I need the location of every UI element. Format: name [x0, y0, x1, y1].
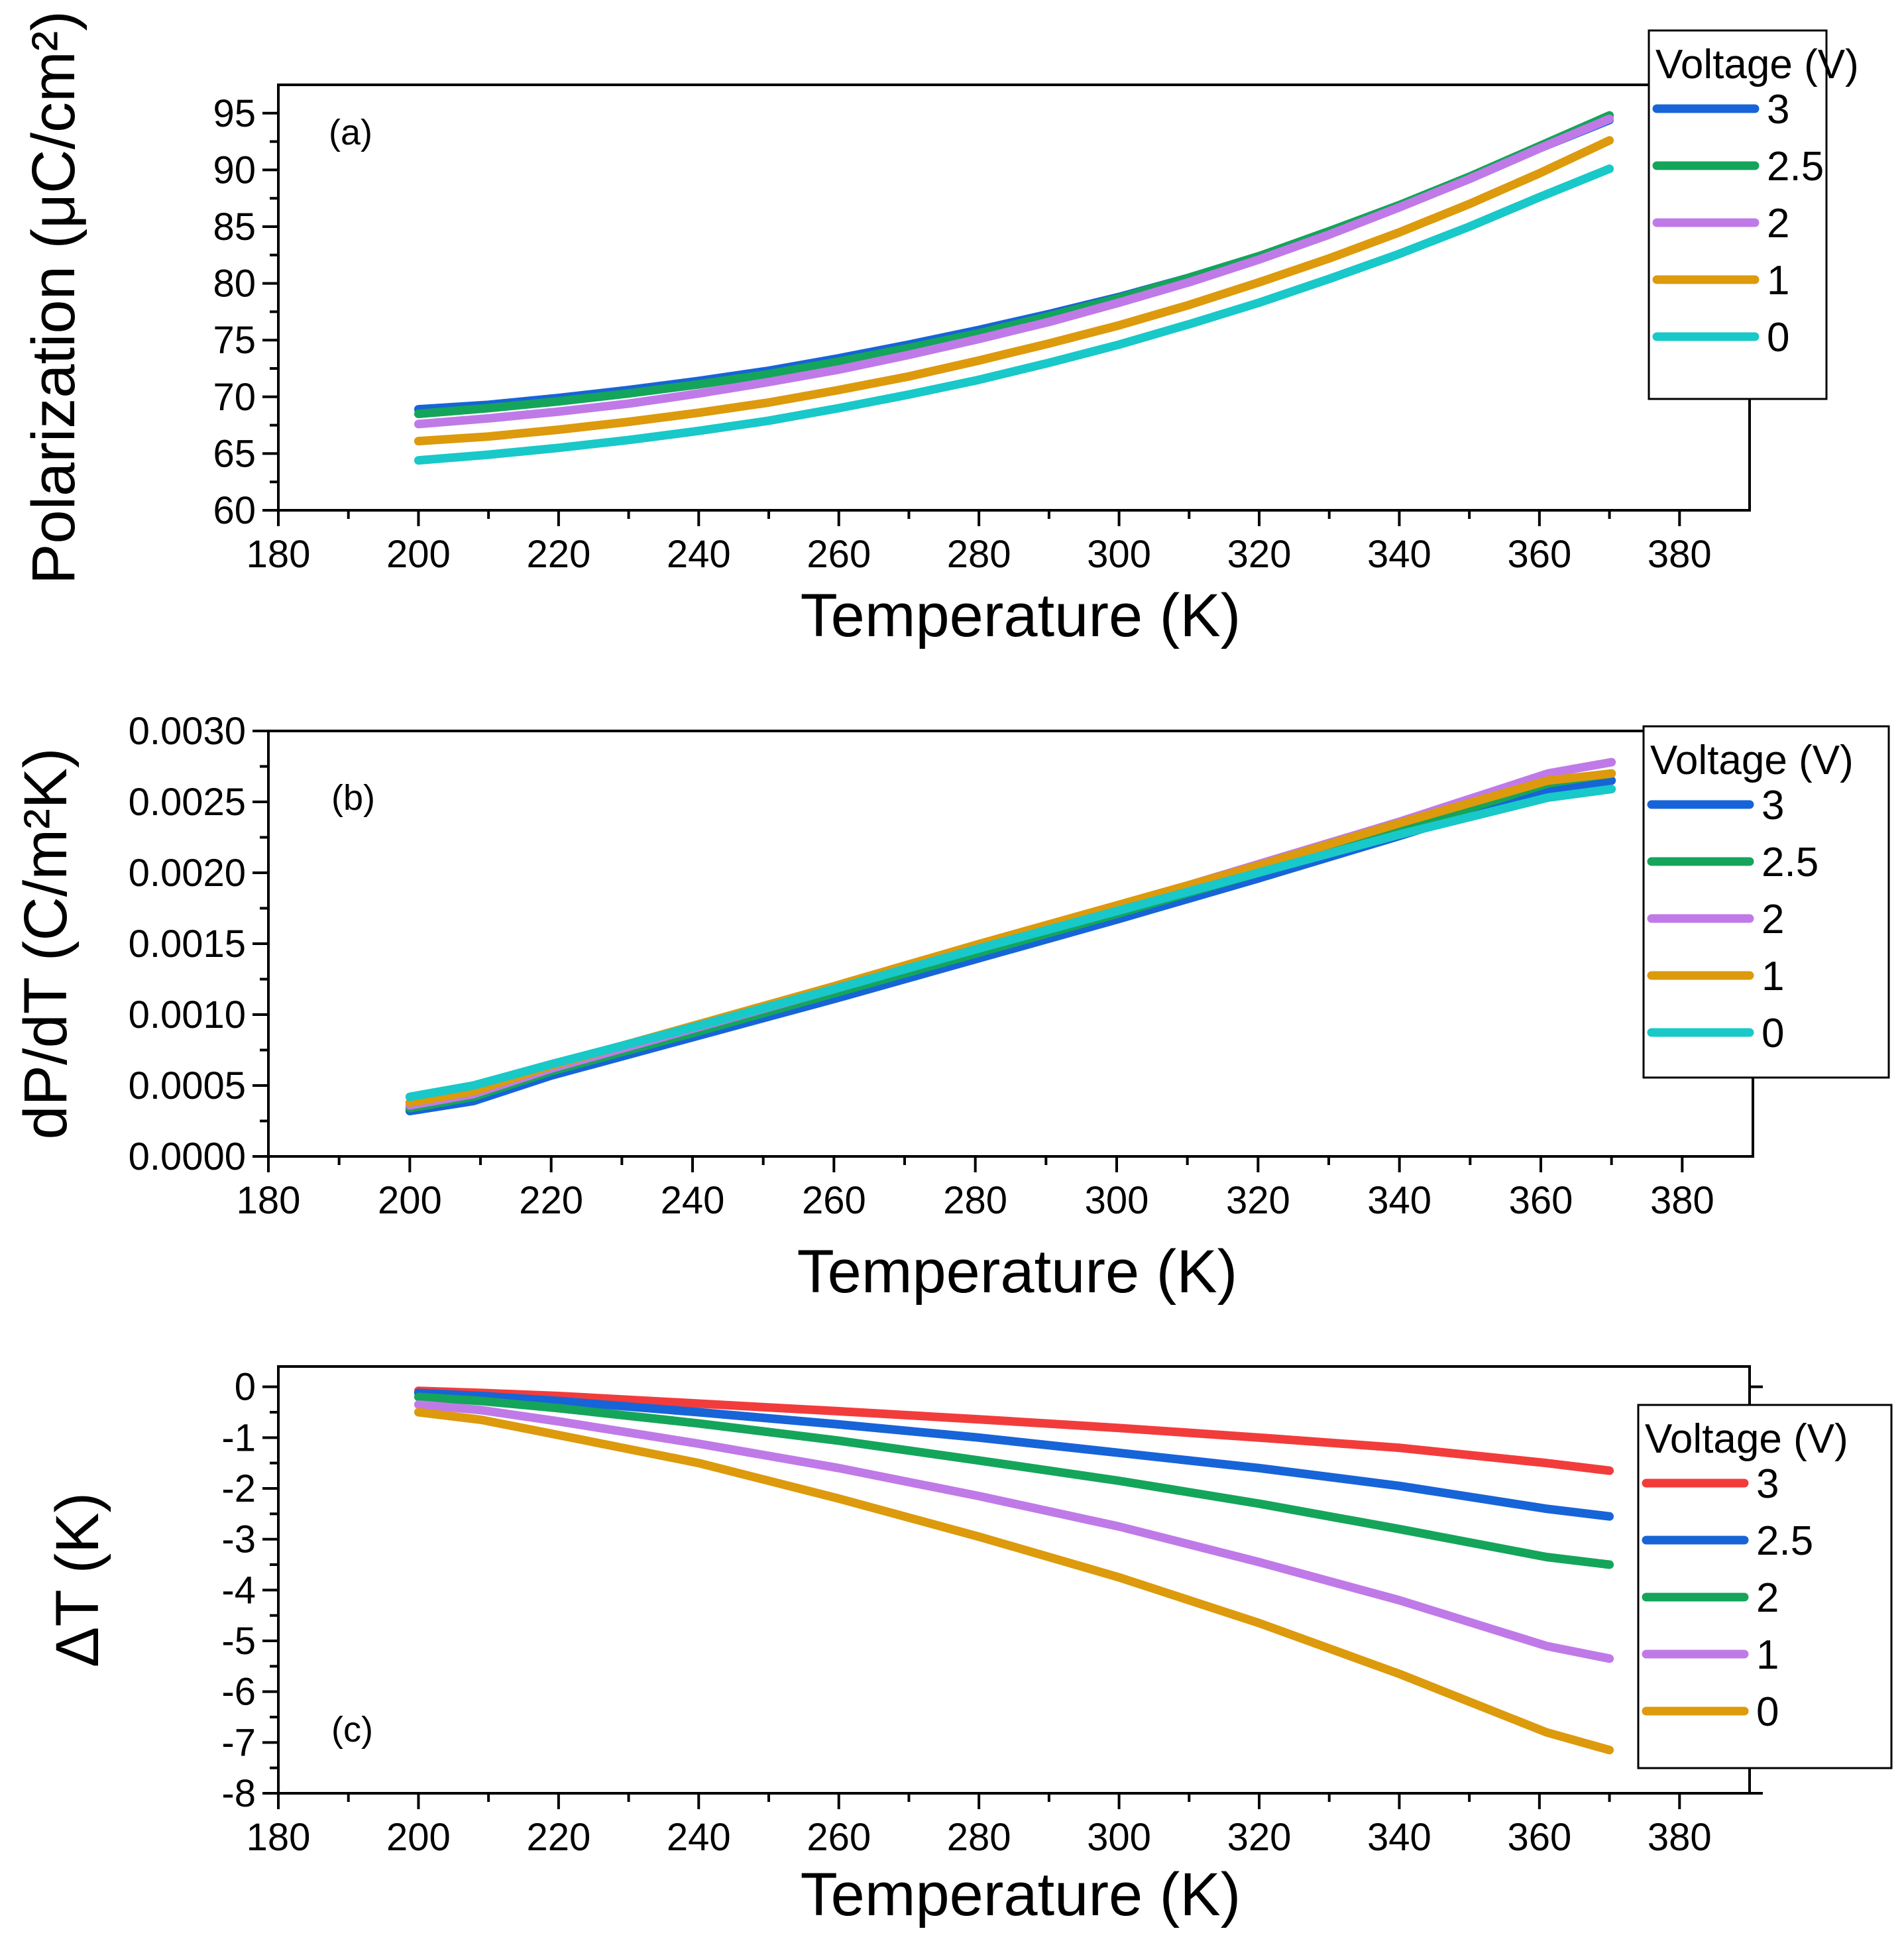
x-tick-label: 380: [1650, 1179, 1714, 1222]
y-tick-label: 0.0015: [129, 922, 246, 966]
x-tick-label: 220: [526, 1816, 590, 1859]
legend-label: 2.5: [1767, 144, 1824, 190]
x-tick-label: 300: [1087, 533, 1151, 576]
legend-box: [1642, 725, 1890, 1079]
legend-title: Voltage (V): [1645, 1416, 1848, 1462]
y-tick-label: -8: [221, 1772, 256, 1815]
y-tick-label: 0.0005: [129, 1064, 246, 1107]
series-line-2-5: [414, 1388, 1614, 1521]
legend-label: 0: [1756, 1689, 1779, 1735]
y-tick-label: 80: [213, 262, 256, 306]
y-tick-label: 85: [213, 205, 256, 249]
x-tick-label: 360: [1509, 1179, 1573, 1222]
series-line-0: [414, 164, 1614, 465]
y-tick-label: 0.0030: [129, 710, 246, 753]
panel-b: 180 200 220 240 260 280 300 320 340 360 3800.00000…: [12, 710, 1890, 1306]
y-tick-label: -1: [221, 1416, 256, 1459]
legend-label: 0: [1767, 315, 1789, 361]
x-tick-label: 340: [1367, 1179, 1431, 1222]
y-tick-label: 75: [213, 319, 256, 362]
y-tick-label: -7: [221, 1721, 256, 1764]
panel-c: 180 200 220 240 260 280 300 320 340 360 380-8-7-6-…: [44, 1365, 1893, 1928]
legend-label: 3: [1756, 1461, 1779, 1507]
series-line-3: [414, 1386, 1614, 1475]
x-tick-label: 200: [386, 533, 451, 576]
legend-label: 2: [1762, 897, 1784, 942]
x-tick-label: 280: [947, 1816, 1011, 1859]
x-tick-label: 320: [1226, 1179, 1290, 1222]
legend-label: 0: [1762, 1011, 1784, 1056]
y-tick-label: 0.0010: [129, 993, 246, 1036]
y-tick-label: -4: [221, 1569, 256, 1612]
y-tick-label: -3: [221, 1518, 256, 1561]
legend-label: 1: [1756, 1632, 1779, 1678]
legend-label: 2: [1756, 1575, 1779, 1621]
x-tick-label: 340: [1367, 1816, 1431, 1859]
legend-title: Voltage (V): [1655, 42, 1859, 87]
x-axis-title: Temperature (K): [801, 582, 1241, 649]
x-tick-label: 360: [1507, 1816, 1571, 1859]
y-axis-title: Polarization (μC/cm²): [20, 11, 87, 585]
y-tick-label: 65: [213, 432, 256, 475]
y-tick-label: -2: [221, 1467, 256, 1510]
x-tick-label: 240: [667, 1816, 731, 1859]
x-tick-label: 220: [519, 1179, 583, 1222]
y-tick-label: 95: [213, 92, 256, 135]
legend-label: 1: [1762, 954, 1784, 999]
x-tick-label: 180: [247, 1816, 311, 1859]
x-tick-label: 360: [1507, 533, 1571, 576]
y-tick-label: 0.0000: [129, 1135, 246, 1178]
x-tick-label: 320: [1227, 533, 1292, 576]
series-line-2: [414, 1392, 1614, 1569]
x-tick-label: 320: [1227, 1816, 1292, 1859]
y-tick-label: 60: [213, 489, 256, 532]
y-tick-label: 0.0025: [129, 781, 246, 824]
x-tick-label: 200: [378, 1179, 442, 1222]
legend-label: 3: [1762, 783, 1784, 828]
series-line-1: [414, 136, 1614, 446]
panel-label: (b): [331, 778, 375, 818]
legend-label: 2.5: [1762, 840, 1819, 885]
panel-label: (a): [329, 113, 372, 152]
x-tick-label: 240: [667, 533, 731, 576]
series-line-2: [414, 114, 1614, 429]
x-axis-title: Temperature (K): [797, 1238, 1238, 1306]
x-tick-label: 340: [1367, 533, 1431, 576]
series-line-1: [414, 1400, 1614, 1663]
x-tick-label: 300: [1085, 1179, 1149, 1222]
legend-label: 2.5: [1756, 1518, 1813, 1564]
y-tick-label: 0: [235, 1366, 256, 1409]
x-tick-label: 380: [1648, 1816, 1712, 1859]
x-tick-label: 260: [807, 533, 871, 576]
legend-label: 3: [1767, 87, 1789, 133]
x-tick-label: 280: [947, 533, 1011, 576]
x-tick-label: 220: [526, 533, 590, 576]
x-tick-label: 300: [1087, 1816, 1151, 1859]
x-tick-label: 180: [247, 533, 311, 576]
y-axis-title: ΔT (K): [44, 1492, 111, 1667]
panel-a: 180 200 220 240 260 280 300 320 340 360 3806065707…: [20, 11, 1859, 649]
y-tick-label: -6: [221, 1671, 256, 1714]
legend-label: 1: [1767, 258, 1789, 304]
x-tick-label: 260: [807, 1816, 871, 1859]
series-line-0: [405, 785, 1616, 1101]
x-tick-label: 380: [1648, 533, 1712, 576]
x-tick-label: 260: [802, 1179, 866, 1222]
legend-title: Voltage (V): [1650, 738, 1854, 783]
x-axis-title: Temperature (K): [801, 1861, 1241, 1928]
y-tick-label: 70: [213, 376, 256, 419]
x-tick-label: 180: [237, 1179, 301, 1222]
x-tick-label: 280: [943, 1179, 1007, 1222]
y-axis-title: dP/dT (C/m²K): [12, 748, 80, 1139]
y-tick-label: -5: [221, 1620, 256, 1663]
x-tick-label: 240: [661, 1179, 725, 1222]
y-tick-label: 0.0020: [129, 852, 246, 895]
series-line-0: [414, 1408, 1614, 1755]
x-tick-label: 200: [386, 1816, 451, 1859]
legend-label: 2: [1767, 201, 1789, 247]
panel-label: (c): [331, 1710, 373, 1750]
y-tick-label: 90: [213, 148, 256, 192]
